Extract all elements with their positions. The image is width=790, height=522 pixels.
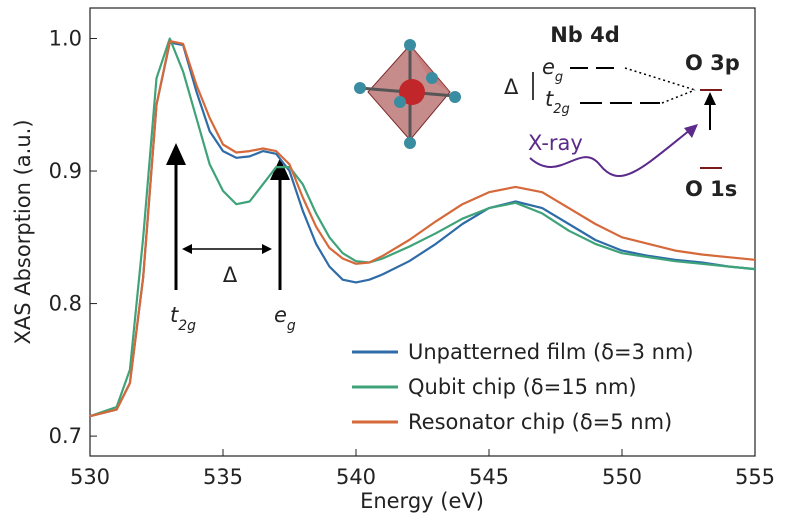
x-tick-label: 550: [602, 465, 642, 489]
inset-o1s: O 1s: [685, 177, 737, 201]
inset-eg: eg: [542, 55, 563, 85]
level-diagram: [529, 67, 722, 177]
x-tick-label: 530: [70, 465, 110, 489]
inset-nb: Nb 4d: [550, 23, 620, 47]
legend-label: Qubit chip (δ=15 nm): [408, 375, 637, 399]
y-tick-label: 0.9: [49, 159, 82, 183]
y-tick-label: 1.0: [49, 26, 82, 50]
plot-frame: [89, 7, 756, 457]
eg-sub: g: [287, 318, 296, 334]
y-tick-label: 0.8: [49, 292, 82, 316]
y-tick-label: 0.7: [49, 424, 82, 448]
inset-delta: Δ: [504, 75, 519, 99]
eg-label: eg: [274, 303, 296, 334]
inset-o3p: O 3p: [685, 51, 740, 75]
octahedron: [354, 39, 461, 149]
t2g-main: t: [170, 303, 179, 327]
inset-t2g-main: t: [545, 87, 554, 111]
x-axis-label: Energy (eV): [360, 489, 484, 513]
inset-eg-sub: g: [555, 70, 563, 85]
series-line: [89, 37, 756, 418]
legend-label: Resonator chip (δ=5 nm): [408, 410, 672, 434]
x-tick-label: 545: [469, 465, 509, 489]
inset-eg-main: e: [542, 55, 555, 79]
y-axis-label: XAS Absorption (a.u.): [11, 119, 35, 344]
delta-label: Δ: [223, 263, 238, 287]
inset-t2g: t2g: [545, 87, 570, 117]
series-line: [89, 41, 756, 418]
series-line: [89, 40, 756, 418]
t2g-label: t2g: [170, 303, 196, 334]
inset-t2g-sub: 2g: [553, 102, 570, 117]
inset-xray: X-ray: [528, 131, 583, 155]
t2g-sub: 2g: [178, 318, 196, 334]
peak-arrows: [166, 143, 290, 290]
x-tick-label: 535: [203, 465, 243, 489]
x-tick-label: 555: [735, 465, 775, 489]
x-tick-label: 540: [336, 465, 376, 489]
legend-label: Unpatterned film (δ=3 nm): [408, 340, 694, 364]
eg-main: e: [274, 303, 287, 327]
